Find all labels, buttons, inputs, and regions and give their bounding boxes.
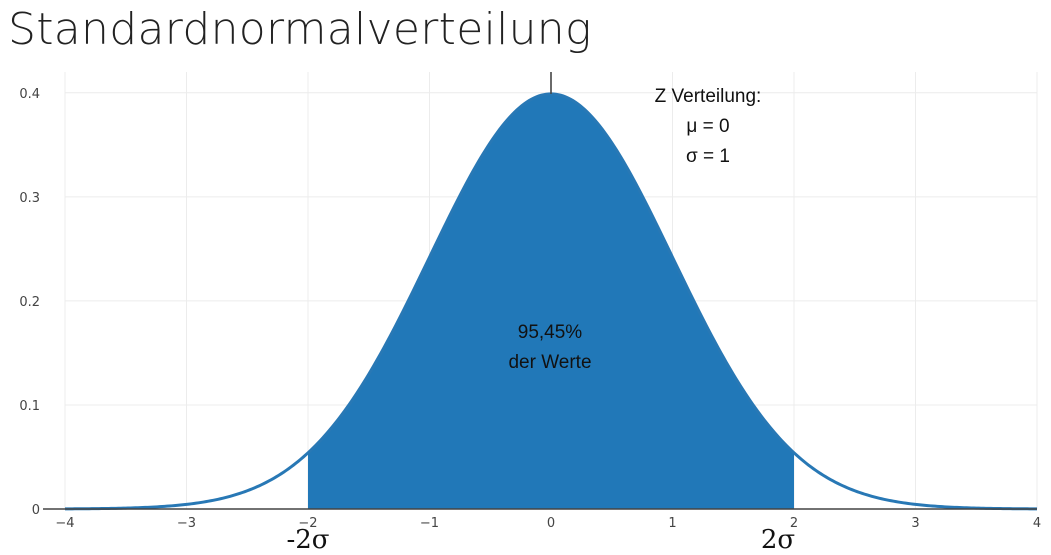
x-tick-label-2: −2 (298, 516, 317, 531)
upper-bound-label: 2σ (761, 525, 795, 555)
y-tick-label-0: 0 (32, 503, 40, 518)
y-tick-label-2: 0.2 (19, 295, 40, 310)
info-label-mu: μ = 0 (686, 116, 729, 137)
x-tick-label-6: 2 (790, 516, 798, 531)
x-tick-label-1: −3 (177, 516, 196, 531)
annotations: Z Verteilung: μ = 0 σ = 1 95,45% der Wer… (286, 86, 795, 555)
area-caption-label: der Werte (508, 352, 591, 373)
page-title: Standardnormalverteilung (8, 4, 592, 55)
x-tick-label-7: 3 (911, 516, 919, 531)
x-tick-label-8: 4 (1033, 516, 1041, 531)
y-tick-label-4: 0.4 (19, 87, 40, 102)
y-tick-label-1: 0.1 (19, 399, 40, 414)
info-label-distribution: Z Verteilung: (655, 86, 762, 107)
shaded-area-95-percent (308, 93, 794, 509)
lower-bound-label: -2σ (286, 525, 329, 555)
x-tick-label-5: 1 (668, 516, 676, 531)
tick-labels: −4 −3 −2 −1 0 1 2 3 4 0 0.1 0.2 0.3 0.4 (19, 87, 1041, 531)
x-tick-label-0: −4 (55, 516, 74, 531)
x-tick-label-4: 0 (547, 516, 555, 531)
x-tick-label-3: −1 (420, 516, 439, 531)
area-percent-label: 95,45% (518, 322, 583, 343)
info-label-sigma: σ = 1 (686, 146, 730, 167)
axes (43, 72, 1037, 510)
y-tick-label-3: 0.3 (19, 191, 40, 206)
